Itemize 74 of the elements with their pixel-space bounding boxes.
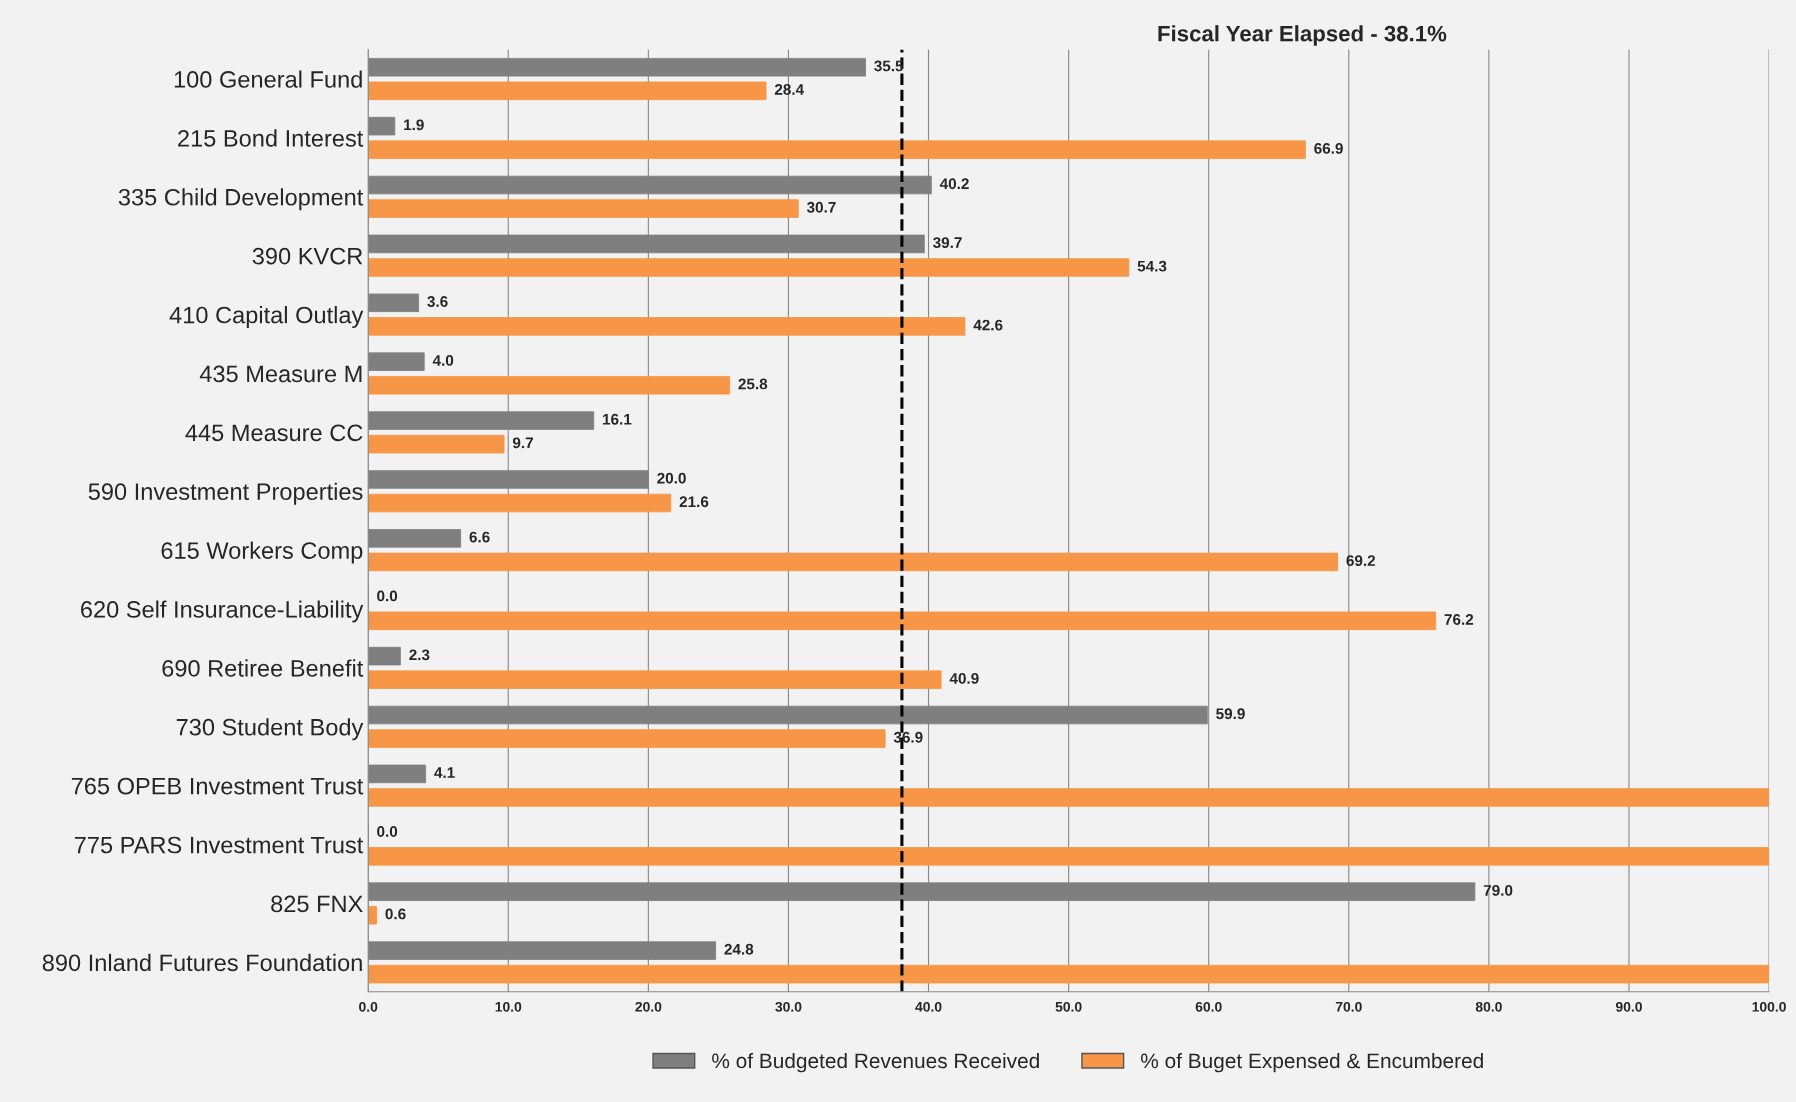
bar bbox=[368, 552, 1339, 572]
bar bbox=[368, 964, 1770, 984]
y-tick-label: 825 FNX bbox=[271, 895, 363, 913]
x-tick-label: 40.0 bbox=[915, 1001, 942, 1012]
data-label: 39.7 bbox=[933, 237, 962, 249]
x-tick-label: 20.0 bbox=[635, 1001, 662, 1012]
y-tick-label: 335 Child Development bbox=[118, 188, 364, 211]
data-label: 25.8 bbox=[738, 378, 768, 390]
y-tick-label: 620 Self Insurance-Liability bbox=[81, 600, 364, 623]
data-label: 79.0 bbox=[1483, 884, 1513, 896]
data-label: 16.1 bbox=[603, 413, 632, 425]
bar bbox=[368, 81, 767, 101]
bar bbox=[368, 905, 378, 925]
bar bbox=[368, 376, 731, 395]
y-tick-label: 765 OPEB Investment Trust bbox=[71, 777, 364, 795]
y-tick-label: 690 Retiree Benefit bbox=[162, 659, 364, 677]
x-tick-label: 10.0 bbox=[495, 1001, 522, 1012]
bar bbox=[368, 140, 1306, 159]
bar bbox=[368, 493, 672, 513]
bar bbox=[368, 729, 886, 748]
y-tick-label: 215 Bond Interest bbox=[178, 129, 364, 147]
data-label: 66.9 bbox=[1314, 142, 1343, 154]
data-label: 36.9 bbox=[893, 731, 923, 743]
bar bbox=[368, 670, 942, 689]
data-label: 59.9 bbox=[1216, 708, 1245, 720]
data-label: 69.2 bbox=[1346, 555, 1376, 567]
bar bbox=[368, 317, 966, 336]
x-tick-label: 30.0 bbox=[775, 1001, 802, 1012]
data-label: 3.6 bbox=[427, 296, 448, 307]
y-tick-label: 100 General Fund bbox=[174, 70, 362, 88]
data-label: 4.1 bbox=[434, 767, 455, 778]
bar bbox=[368, 434, 505, 454]
data-label: 40.2 bbox=[939, 178, 969, 190]
legend-label: % of Budgeted Revenues Received bbox=[712, 1052, 1039, 1073]
data-label: 30.7 bbox=[806, 201, 836, 213]
y-tick-label: 775 PARS Investment Trust bbox=[74, 836, 364, 854]
data-label: 24.8 bbox=[724, 943, 754, 955]
data-label: 9.7 bbox=[512, 437, 533, 449]
y-tick-label: 390 KVCR bbox=[252, 247, 363, 265]
y-tick-label: 445 Measure CC bbox=[185, 424, 363, 442]
data-label: 2.3 bbox=[409, 649, 430, 661]
data-label: 20.0 bbox=[657, 472, 686, 484]
data-label: 0.6 bbox=[385, 908, 406, 920]
bar bbox=[368, 258, 1130, 277]
y-tick-label: 730 Student Body bbox=[176, 718, 364, 741]
data-label: 28.4 bbox=[774, 84, 805, 95]
y-tick-label: 615 Workers Comp bbox=[161, 541, 363, 564]
x-tick-label: 80.0 bbox=[1475, 1001, 1502, 1012]
data-label: 6.6 bbox=[469, 531, 490, 543]
x-tick-label: 100.0 bbox=[1752, 1001, 1786, 1012]
y-tick-label: 890 Inland Futures Foundation bbox=[42, 953, 362, 972]
data-label: 76.2 bbox=[1444, 614, 1474, 625]
y-tick-label: 590 Investment Properties bbox=[88, 482, 363, 505]
data-label: 0.0 bbox=[377, 590, 398, 602]
data-label: 1.9 bbox=[404, 119, 424, 131]
x-tick-label: 60.0 bbox=[1195, 1001, 1222, 1012]
bar bbox=[368, 611, 1437, 631]
y-tick-label: 435 Measure M bbox=[199, 365, 362, 383]
bar bbox=[368, 199, 799, 218]
data-label: 4.0 bbox=[432, 354, 454, 366]
x-tick-label: 90.0 bbox=[1615, 1001, 1642, 1012]
bar bbox=[368, 788, 1770, 807]
data-label: 0.0 bbox=[377, 826, 398, 837]
data-label: 21.6 bbox=[679, 496, 709, 508]
data-label: 54.3 bbox=[1137, 260, 1167, 272]
y-tick-label: 410 Capital Outlay bbox=[169, 306, 364, 329]
data-label: 42.6 bbox=[973, 319, 1003, 331]
x-tick-label: 70.0 bbox=[1335, 1001, 1362, 1012]
x-tick-label: 50.0 bbox=[1055, 1001, 1082, 1012]
bar bbox=[368, 847, 1770, 866]
data-label: 40.9 bbox=[949, 672, 979, 684]
chart-title: Fiscal Year Elapsed - 38.1% bbox=[1158, 25, 1447, 46]
legend-label: % of Buget Expensed & Encumbered bbox=[1141, 1052, 1483, 1073]
x-tick-label: 0.0 bbox=[359, 1001, 378, 1012]
